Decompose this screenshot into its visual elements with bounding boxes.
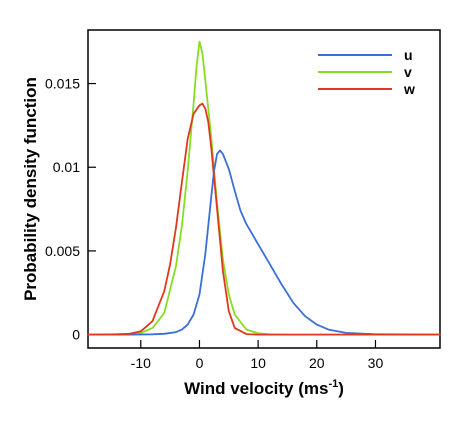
y-axis-ticks: 0 0.005 0.01 0.015 [45, 76, 96, 343]
series-line-v [87, 40, 441, 336]
x-axis-label: Wind velocity (ms-1) [184, 378, 344, 398]
y-tick-label: 0 [72, 327, 80, 343]
y-tick-label: 0.015 [45, 76, 80, 92]
series-line-w [87, 102, 441, 336]
x-tick-label: 10 [250, 355, 266, 371]
x-axis-ticks: -10 0 10 20 30 [131, 340, 384, 371]
series-line-u [87, 149, 441, 336]
x-tick-label: 20 [309, 355, 325, 371]
x-axis-label-superscript: -1 [328, 378, 338, 390]
y-tick-label: 0.01 [53, 159, 80, 175]
series-lines [87, 40, 441, 336]
x-axis-label-suffix: ) [338, 379, 344, 398]
y-tick-label: 0.005 [45, 243, 80, 259]
plot-frame [87, 29, 441, 349]
legend-label-v: v [404, 64, 412, 80]
x-tick-label: 0 [196, 355, 204, 371]
x-tick-label: -10 [131, 355, 151, 371]
y-axis-label: Probability density function [21, 77, 40, 301]
legend: uvw [318, 47, 415, 97]
x-tick-label: 30 [368, 355, 384, 371]
legend-label-u: u [404, 47, 413, 63]
x-axis-label-main: Wind velocity (ms [184, 379, 328, 398]
legend-label-w: w [403, 81, 415, 97]
